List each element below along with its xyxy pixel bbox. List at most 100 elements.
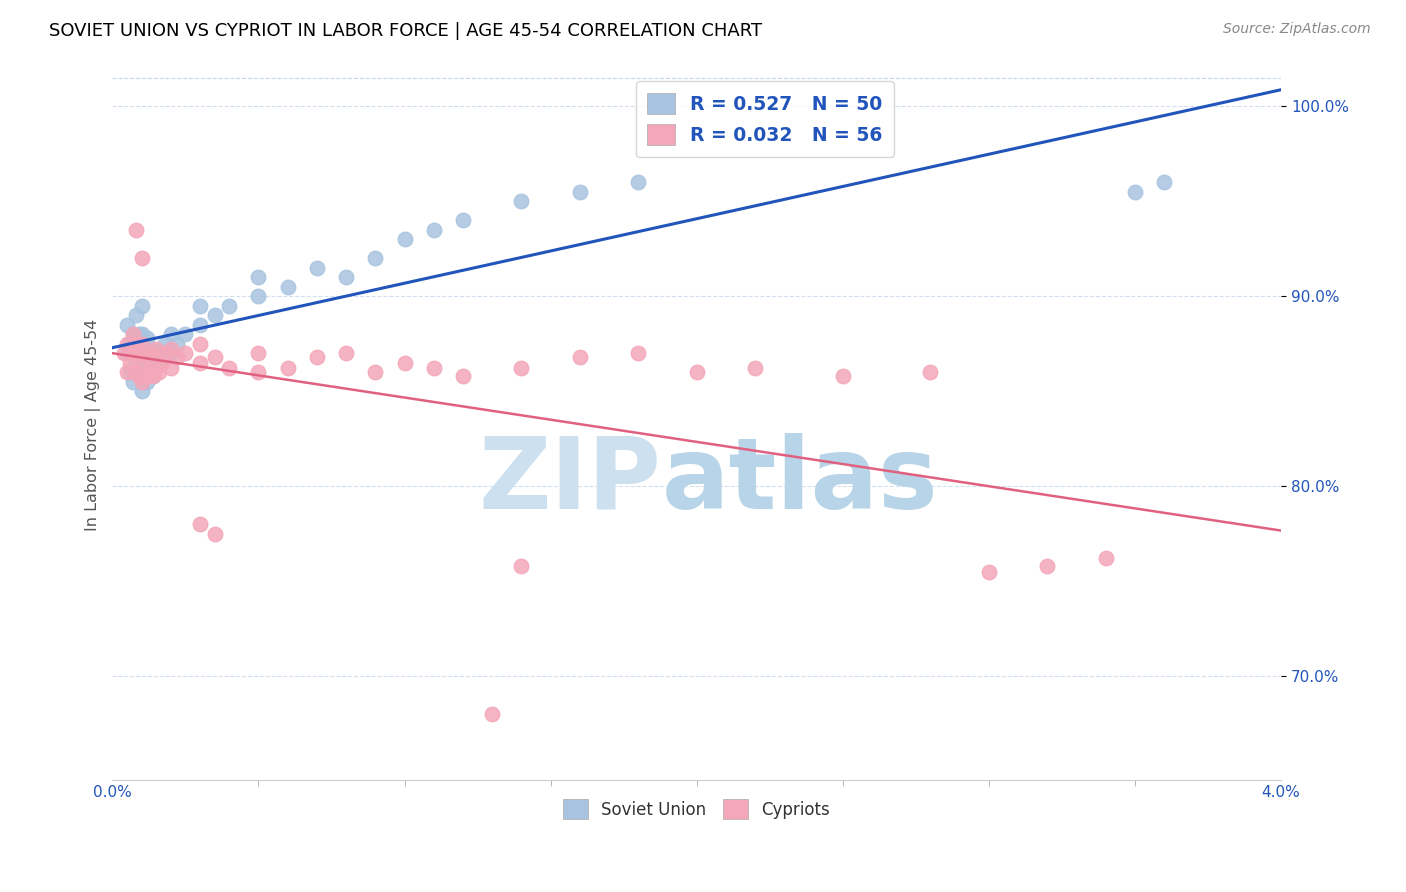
Point: [136, 375, 159, 389]
Point: [247, 270, 270, 285]
Point: [115, 318, 138, 332]
Point: [115, 336, 138, 351]
Point: [166, 350, 188, 364]
Point: [423, 361, 446, 376]
Point: [118, 336, 141, 351]
Point: [831, 369, 853, 384]
Point: [128, 365, 150, 379]
Point: [510, 558, 533, 573]
Point: [136, 331, 159, 345]
Point: [277, 280, 299, 294]
Point: [128, 369, 150, 384]
Point: [131, 375, 153, 389]
Point: [218, 299, 240, 313]
Point: [174, 327, 197, 342]
Point: [131, 384, 153, 399]
Point: [125, 336, 148, 351]
Point: [160, 361, 183, 376]
Point: [128, 346, 150, 360]
Point: [166, 336, 188, 351]
Point: [145, 343, 167, 357]
Point: [920, 365, 942, 379]
Point: [145, 346, 167, 360]
Point: [744, 361, 766, 376]
Point: [131, 327, 153, 342]
Point: [481, 706, 503, 721]
Point: [160, 343, 183, 357]
Point: [627, 346, 650, 360]
Point: [131, 346, 153, 360]
Point: [142, 369, 165, 384]
Point: [394, 232, 416, 246]
Point: [121, 346, 143, 360]
Point: [1036, 558, 1059, 573]
Point: [451, 369, 474, 384]
Point: [510, 194, 533, 209]
Point: [1123, 185, 1146, 199]
Point: [977, 565, 1000, 579]
Point: [160, 327, 183, 342]
Point: [125, 308, 148, 322]
Point: [128, 346, 150, 360]
Point: [394, 356, 416, 370]
Point: [125, 336, 148, 351]
Point: [136, 369, 159, 384]
Point: [139, 343, 162, 357]
Point: [153, 336, 176, 351]
Point: [218, 361, 240, 376]
Point: [131, 299, 153, 313]
Point: [510, 361, 533, 376]
Point: [145, 361, 167, 376]
Point: [139, 346, 162, 360]
Point: [335, 346, 357, 360]
Point: [305, 350, 328, 364]
Point: [335, 270, 357, 285]
Point: [118, 365, 141, 379]
Point: [423, 223, 446, 237]
Text: ZIP: ZIP: [479, 433, 662, 530]
Point: [451, 213, 474, 227]
Point: [148, 356, 170, 370]
Point: [204, 350, 226, 364]
Point: [118, 356, 141, 370]
Point: [142, 369, 165, 384]
Point: [1153, 175, 1175, 189]
Text: Source: ZipAtlas.com: Source: ZipAtlas.com: [1223, 22, 1371, 37]
Point: [160, 346, 183, 360]
Y-axis label: In Labor Force | Age 45-54: In Labor Force | Age 45-54: [86, 318, 101, 531]
Point: [148, 365, 170, 379]
Point: [150, 346, 173, 360]
Point: [188, 356, 211, 370]
Point: [204, 308, 226, 322]
Point: [128, 327, 150, 342]
Point: [188, 517, 211, 532]
Point: [139, 365, 162, 379]
Point: [568, 350, 591, 364]
Point: [174, 346, 197, 360]
Point: [139, 361, 162, 376]
Point: [112, 346, 135, 360]
Point: [204, 526, 226, 541]
Point: [131, 252, 153, 266]
Point: [188, 318, 211, 332]
Point: [125, 365, 148, 379]
Point: [188, 336, 211, 351]
Point: [247, 289, 270, 303]
Point: [121, 327, 143, 342]
Point: [305, 260, 328, 275]
Point: [568, 185, 591, 199]
Legend: Soviet Union, Cypriots: Soviet Union, Cypriots: [557, 793, 837, 825]
Point: [115, 365, 138, 379]
Point: [686, 365, 709, 379]
Point: [364, 365, 387, 379]
Point: [150, 356, 173, 370]
Point: [121, 327, 143, 342]
Point: [247, 365, 270, 379]
Point: [131, 365, 153, 379]
Point: [247, 346, 270, 360]
Text: atlas: atlas: [662, 433, 938, 530]
Point: [142, 350, 165, 364]
Point: [188, 299, 211, 313]
Point: [125, 356, 148, 370]
Point: [627, 175, 650, 189]
